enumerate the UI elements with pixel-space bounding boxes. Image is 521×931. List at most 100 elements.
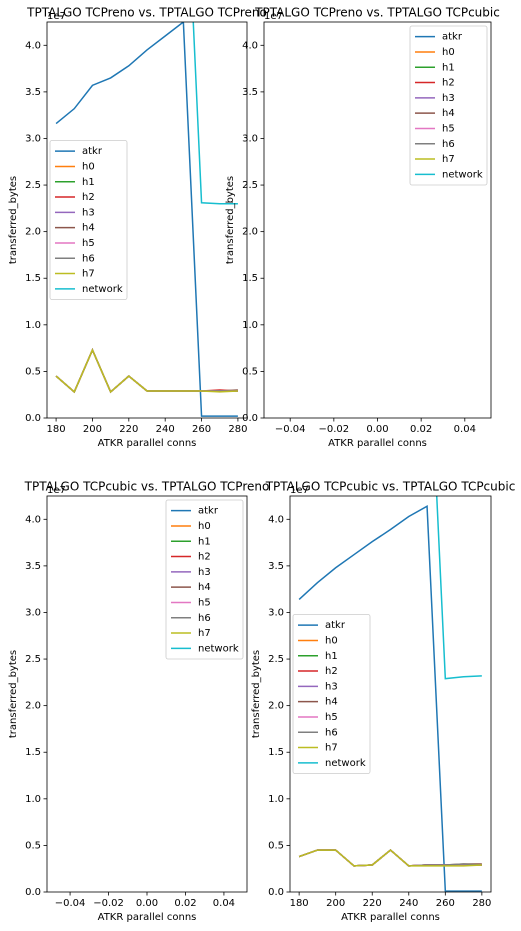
legend-label: h0 [442,47,455,58]
legend-label: h4 [82,223,95,234]
chart-title: TPTALGO TCPcubic vs. TPTALGO TCPreno [24,480,270,494]
x-axis-label: ATKR parallel conns [341,912,440,923]
offset-label: 1e7 [47,485,66,496]
y-tick-label: 3.0 [242,133,258,144]
y-tick-label: 0.0 [242,413,258,424]
legend-label: h6 [198,613,211,624]
legend-label: atkr [82,146,103,157]
legend-label: h7 [442,154,455,165]
chart-title: TPTALGO TCPcubic vs. TPTALGO TCPcubic [265,480,516,494]
legend-label: h7 [198,628,211,639]
legend-label: network [325,758,366,769]
y-tick-label: 4.0 [242,40,258,51]
x-tick-label: 0.00 [366,424,388,435]
offset-label: 1e7 [264,11,283,22]
x-tick-label: 180 [290,898,309,909]
legend: atkr h0 h1 h2 h3 h4 h5 h6 h7 network [49,140,128,300]
legend-label: h2 [325,666,338,677]
y-tick-label: 3.5 [25,561,41,572]
x-tick-label: 0.04 [454,424,476,435]
x-tick-label: 260 [436,898,455,909]
x-tick-label: −0.04 [275,424,306,435]
offset-label: 1e7 [47,11,66,22]
legend-label: atkr [325,620,346,631]
y-tick-label: 1.5 [25,747,41,758]
y-tick-label: 4.0 [25,40,41,51]
chart-title: TPTALGO TCPreno vs. TPTALGO TCPreno [26,6,267,20]
x-tick-label: 0.00 [136,898,158,909]
legend-label: h3 [198,567,211,578]
legend-label: network [442,169,483,180]
legend-label: network [198,643,239,654]
x-axis-label: ATKR parallel conns [98,912,197,923]
subplot: 0.0 0.5 1.0 1.5 2.0 2.5 3.0 3.5 4.0 −0.04 −0.02 0.0… [225,6,500,450]
y-tick-label: 3.0 [25,133,41,144]
x-tick-label: 220 [363,898,382,909]
y-tick-label: 3.0 [268,607,284,618]
legend-label: h7 [325,743,338,754]
legend-label: h0 [82,161,95,172]
y-tick-label: 3.5 [25,87,41,98]
x-tick-label: 200 [326,898,345,909]
x-tick-label: 260 [192,424,211,435]
x-axis-label: ATKR parallel conns [98,438,197,449]
x-tick-label: 220 [119,424,138,435]
x-tick-label: 200 [83,424,102,435]
legend-box [409,25,488,186]
x-tick-label: −0.02 [319,424,350,435]
y-tick-label: 2.5 [242,180,258,191]
y-tick-label: 1.0 [25,794,41,805]
legend-label: h5 [198,597,211,608]
y-tick-label: 2.0 [268,701,284,712]
subplot: 0.0 0.5 1.0 1.5 2.0 2.5 3.0 3.5 4.0 180 200 220 240 2… [8,6,267,450]
legend: atkr h0 h1 h2 h3 h4 h5 h6 h7 network [292,614,371,774]
y-tick-label: 0.0 [25,887,41,898]
y-axis-label: transferred_bytes [251,650,262,738]
y-tick-label: 0.5 [25,840,41,851]
y-tick-label: 0.5 [242,366,258,377]
plot-lines [55,22,238,417]
legend-label: h4 [325,697,338,708]
x-tick-label: −0.02 [93,898,124,909]
y-tick-label: 2.0 [25,227,41,238]
y-tick-label: 1.0 [268,794,284,805]
legend-label: h5 [442,123,455,134]
legend: atkr h0 h1 h2 h3 h4 h5 h6 h7 network [165,499,244,660]
y-tick-label: 1.5 [25,273,41,284]
y-tick-label: 1.0 [25,320,41,331]
legend-label: h4 [198,582,211,593]
legend-label: network [82,284,123,295]
series-line [298,505,482,892]
y-tick-label: 2.5 [25,180,41,191]
offset-label: 1e7 [290,485,309,496]
x-tick-label: 240 [156,424,175,435]
x-tick-label: 180 [47,424,66,435]
legend-label: h2 [442,78,455,89]
legend-label: h3 [82,207,95,218]
legend-label: h1 [442,62,455,73]
legend-label: h5 [82,238,95,249]
legend-label: h5 [325,712,338,723]
series-line [435,496,482,680]
x-tick-label: 0.02 [174,898,196,909]
legend-label: h2 [198,552,211,563]
legend-box [292,614,371,774]
y-tick-label: 0.5 [25,366,41,377]
legend-label: atkr [198,506,219,517]
y-tick-label: 4.0 [268,514,284,525]
series-line [298,849,482,867]
legend-label: h2 [82,192,95,203]
y-tick-label: 0.0 [25,413,41,424]
legend-label: h6 [442,139,455,150]
axes-frame [289,495,492,893]
legend-label: h0 [325,635,338,646]
y-tick-label: 1.5 [268,747,284,758]
legend-box [49,140,128,300]
legend-label: h0 [198,521,211,532]
x-tick-label: 0.02 [410,424,432,435]
y-tick-label: 3.5 [268,561,284,572]
y-tick-label: 3.5 [242,87,258,98]
y-axis-label: transferred_bytes [8,176,19,264]
